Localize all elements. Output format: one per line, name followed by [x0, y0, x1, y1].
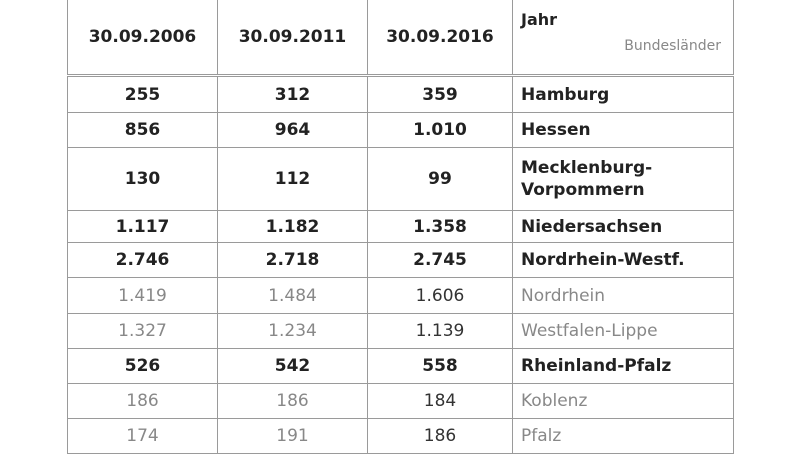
- year-label: Jahr: [521, 10, 558, 29]
- value-cell: 1.606: [367, 277, 513, 314]
- header-row: 30.09.2006 30.09.2011 30.09.2016 Jahr Bun…: [67, 0, 734, 77]
- value-cell: 964: [217, 112, 368, 148]
- region-cell: Niedersachsen: [512, 210, 734, 243]
- region-cell: Nordrhein: [512, 277, 734, 314]
- value-cell: 184: [367, 383, 513, 419]
- region-label: Bundesländer: [624, 38, 721, 54]
- value-cell: 312: [217, 75, 368, 113]
- value-cell: 191: [217, 418, 368, 454]
- value-cell: 1.182: [217, 210, 368, 243]
- table-row: 526 542 558 Rheinland-Pfalz: [67, 348, 734, 384]
- table-row: 1.419 1.484 1.606 Nordrhein: [67, 277, 734, 314]
- value-cell: 1.419: [67, 277, 218, 314]
- region-cell: Pfalz: [512, 418, 734, 454]
- value-cell: 526: [67, 348, 218, 384]
- value-cell: 186: [367, 418, 513, 454]
- table-row: 2.746 2.718 2.745 Nordrhein-Westf.: [67, 242, 734, 278]
- table-row: 1.327 1.234 1.139 Westfalen-Lippe: [67, 313, 734, 349]
- value-cell: 558: [367, 348, 513, 384]
- table-row: 1.117 1.182 1.358 Niedersachsen: [67, 210, 734, 243]
- column-header: 30.09.2011: [217, 0, 368, 77]
- region-cell: Koblenz: [512, 383, 734, 419]
- value-cell: 174: [67, 418, 218, 454]
- value-cell: 99: [367, 147, 513, 211]
- value-cell: 1.010: [367, 112, 513, 148]
- table-row: 174 191 186 Pfalz: [67, 418, 734, 454]
- value-cell: 2.746: [67, 242, 218, 278]
- value-cell: 542: [217, 348, 368, 384]
- value-cell: 255: [67, 75, 218, 113]
- table-row: 255 312 359 Hamburg: [67, 75, 734, 113]
- region-cell: Mecklenburg-Vorpommern: [512, 147, 734, 211]
- corner-header: Jahr Bundesländer: [512, 0, 734, 77]
- table-row: 130 112 99 Mecklenburg-Vorpommern: [67, 147, 734, 211]
- region-cell: Hamburg: [512, 75, 734, 113]
- region-cell: Hessen: [512, 112, 734, 148]
- value-cell: 1.358: [367, 210, 513, 243]
- table-row: 856 964 1.010 Hessen: [67, 112, 734, 148]
- region-cell: Westfalen-Lippe: [512, 313, 734, 349]
- value-cell: 1.139: [367, 313, 513, 349]
- value-cell: 2.745: [367, 242, 513, 278]
- value-cell: 359: [367, 75, 513, 113]
- table-row: 186 186 184 Koblenz: [67, 383, 734, 419]
- value-cell: 1.234: [217, 313, 368, 349]
- value-cell: 1.484: [217, 277, 368, 314]
- value-cell: 186: [217, 383, 368, 419]
- value-cell: 1.117: [67, 210, 218, 243]
- data-table: 30.09.2006 30.09.2011 30.09.2016 Jahr Bun…: [67, 0, 734, 454]
- column-header: 30.09.2006: [67, 0, 218, 77]
- region-cell: Nordrhein-Westf.: [512, 242, 734, 278]
- column-header: 30.09.2016: [367, 0, 513, 77]
- value-cell: 112: [217, 147, 368, 211]
- value-cell: 1.327: [67, 313, 218, 349]
- value-cell: 2.718: [217, 242, 368, 278]
- value-cell: 186: [67, 383, 218, 419]
- value-cell: 130: [67, 147, 218, 211]
- value-cell: 856: [67, 112, 218, 148]
- region-cell: Rheinland-Pfalz: [512, 348, 734, 384]
